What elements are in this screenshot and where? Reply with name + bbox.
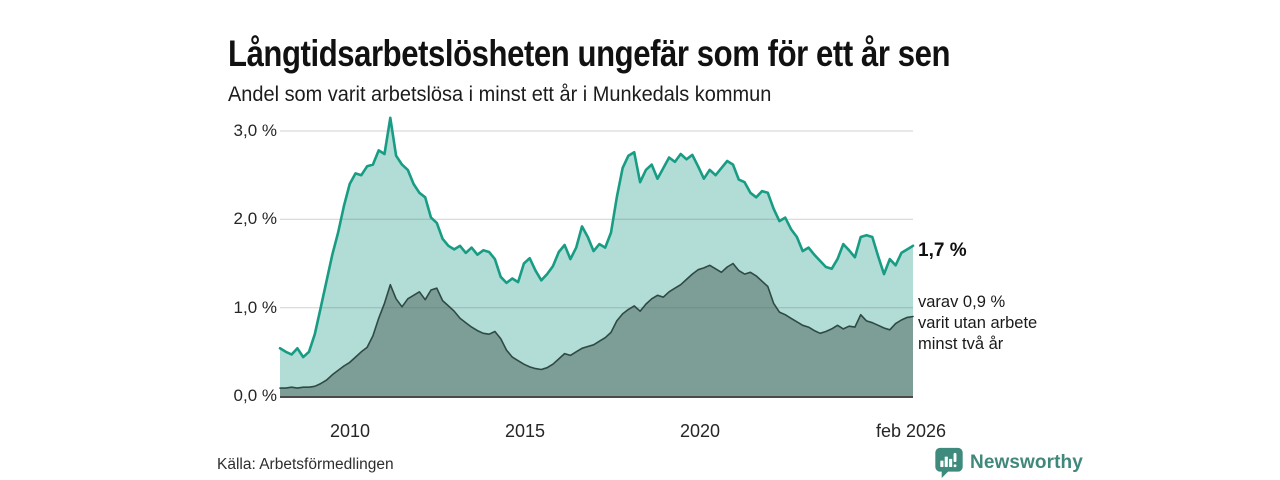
x-axis-tick-feb-2026: feb 2026	[875, 421, 947, 441]
two-year-note-line2: varit utan arbete	[918, 314, 1038, 332]
newsworthy-logo[interactable]: Newsworthy	[934, 447, 1083, 478]
y-axis-tick-2: 2,0 %	[233, 209, 277, 228]
x-axis-tick-2015: 2015	[504, 421, 546, 441]
two-year-note-line1: varav 0,9 %	[918, 293, 1006, 311]
area-series-1	[280, 263, 913, 396]
page-title: Långtidsarbetslösheten ungefär som för e…	[228, 32, 951, 74]
latest-value-label: 1,7 %	[918, 240, 967, 261]
two-year-note-line3: minst två år	[918, 335, 1004, 353]
x-axis-tick-2010: 2010	[329, 421, 371, 441]
y-axis-tick-1: 1,0 %	[233, 298, 277, 317]
y-axis-tick-3: 3,0 %	[233, 121, 277, 140]
source-note: Källa: Arbetsförmedlingen	[217, 456, 394, 473]
line-series-1	[279, 262, 914, 389]
x-axis-tick-2020: 2020	[679, 421, 721, 441]
line-series-0	[278, 116, 915, 359]
newsworthy-logo-text: Newsworthy	[970, 451, 1083, 473]
two-year-note: varav 0,9 % varit utan arbete minst två …	[918, 292, 1037, 355]
page-subtitle: Andel som varit arbetslösa i minst ett å…	[228, 83, 772, 106]
newsworthy-logo-icon	[935, 447, 963, 478]
y-axis-tick-0: 0,0 %	[233, 386, 277, 405]
